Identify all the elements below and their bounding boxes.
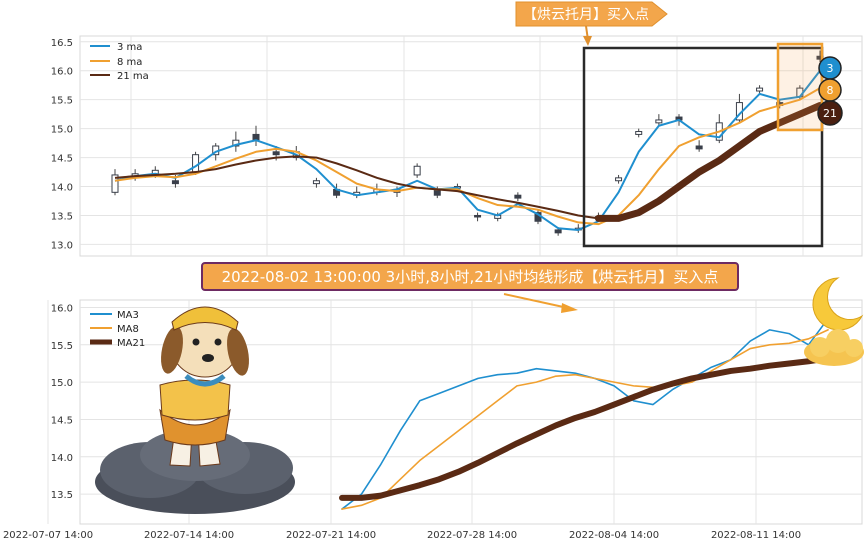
bottom-x-tick-labels: 2022-07-07 14:00 2022-07-14 14:00 2022-07-… [3, 530, 801, 541]
candle-body [474, 214, 482, 218]
top-y-tick: 16.5 [51, 38, 73, 49]
bottom-y-tick: 15.0 [51, 378, 73, 389]
top-annotation: 【烘云托月】买入点 [515, 1, 668, 46]
legend-3ma: 3 ma [117, 42, 142, 53]
badge-21-label: 21 [823, 107, 837, 120]
candle-body [232, 139, 240, 147]
top-ma-lines [114, 70, 824, 231]
top-y-tick-labels: 16.5 16.0 15.5 15.0 14.5 14.0 13.5 13.0 [51, 38, 73, 252]
candle-body [695, 145, 703, 150]
line-MA21 [339, 355, 831, 501]
top-y-tick: 13.5 [51, 211, 73, 222]
bottom-y-tick: 16.0 [51, 303, 73, 314]
top-y-tick: 13.0 [51, 240, 73, 251]
candle-body [171, 180, 179, 185]
bottom-x-tick: 2022-08-04 14:00 [569, 530, 659, 541]
dog-on-cloud-illustration [95, 306, 295, 514]
candle-body [756, 87, 764, 92]
bottom-y-tick: 14.0 [51, 453, 73, 464]
top-legend: 3 ma 8 ma 21 ma [90, 42, 149, 82]
candle-body [413, 165, 421, 176]
bottom-x-tick: 2022-07-14 14:00 [144, 530, 234, 541]
bottom-legend: MA3 MA8 MA21 [90, 310, 145, 349]
ma-badges: 3 8 21 [817, 56, 843, 126]
top-y-tick: 14.5 [51, 154, 73, 165]
legend-ma3: MA3 [117, 310, 139, 321]
bottom-ma-lines [339, 317, 831, 510]
top-annotation-text: 【烘云托月】买入点 [523, 7, 649, 23]
top-plot-area [79, 35, 863, 257]
bottom-y-tick: 15.5 [51, 341, 73, 352]
badge-8-label: 8 [827, 84, 834, 97]
top-y-tick: 15.5 [51, 96, 73, 107]
bottom-title: 2022-08-02 13:00:00 3小时,8小时,21小时均线形成【烘云托… [222, 268, 719, 286]
badge-21 [817, 100, 843, 126]
bottom-x-tick: 2022-07-28 14:00 [427, 530, 517, 541]
candle-body [514, 194, 522, 199]
line-21-ma-thick [594, 101, 824, 222]
badge-3-label: 3 [827, 62, 834, 75]
moon-cloud-decoration [804, 277, 864, 366]
candle-body [615, 177, 623, 182]
candle-body [312, 180, 320, 185]
top-gridlines [80, 36, 862, 256]
legend-21ma: 21 ma [117, 71, 149, 82]
bottom-y-tick-labels: 16.0 15.5 15.0 14.5 14.0 13.5 [51, 303, 73, 501]
candle-body [554, 229, 562, 234]
line-MA8 [341, 329, 829, 510]
legend-8ma: 8 ma [117, 57, 142, 68]
bottom-y-tick: 13.5 [51, 490, 73, 501]
candle-body [655, 119, 663, 124]
bottom-y-tick: 14.5 [51, 415, 73, 426]
signal-region-box [582, 46, 824, 248]
candle-body [635, 131, 643, 135]
candle-body [192, 154, 200, 173]
line-3-ma [114, 70, 821, 231]
candle-body [111, 174, 119, 193]
latest-bar-highlight [776, 42, 824, 132]
bottom-x-tick: 2022-07-07 14:00 [3, 530, 93, 541]
bottom-title-annotation: 2022-08-02 13:00:00 3小时,8小时,21小时均线形成【烘云托… [201, 262, 739, 313]
top-y-tick: 15.0 [51, 125, 73, 136]
candle-body [272, 151, 280, 156]
bottom-x-tick: 2022-08-11 14:00 [711, 530, 801, 541]
bottom-x-tick: 2022-07-21 14:00 [286, 530, 376, 541]
top-y-tick: 14.0 [51, 183, 73, 194]
legend-ma21: MA21 [117, 338, 145, 349]
top-y-tick: 16.0 [51, 67, 73, 78]
legend-ma8: MA8 [117, 324, 139, 335]
